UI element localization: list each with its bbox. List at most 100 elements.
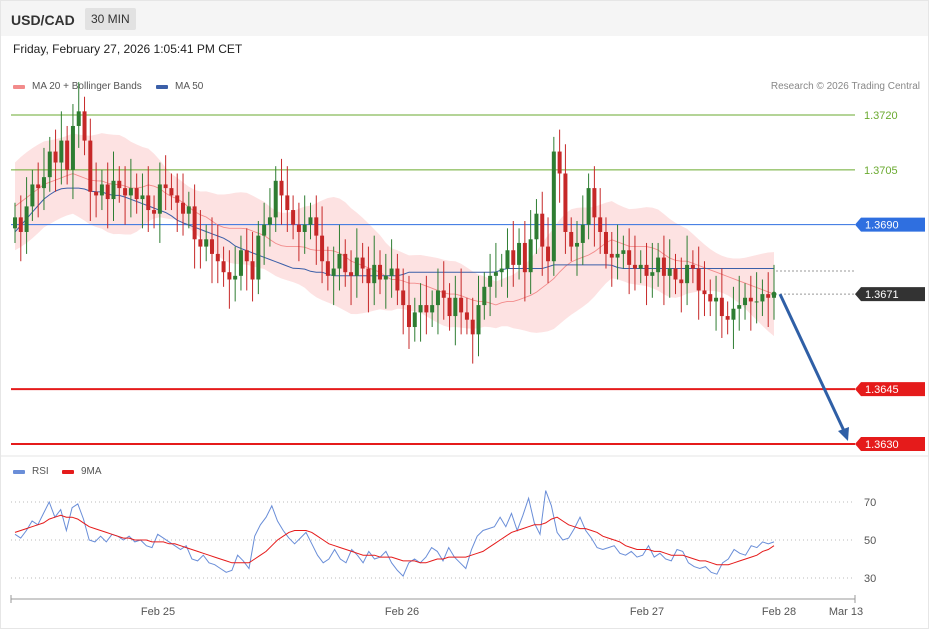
- candle-body: [337, 253, 342, 269]
- top-bar: USD/CAD 30 MIN: [1, 1, 928, 36]
- candle-body: [575, 242, 580, 247]
- candle-body: [395, 268, 400, 291]
- candle-body: [627, 250, 632, 265]
- candle-body: [447, 297, 452, 317]
- candle-body: [256, 235, 261, 280]
- candle-body: [714, 297, 719, 302]
- candle-body: [632, 264, 637, 269]
- candle-body: [18, 217, 23, 232]
- candle-body: [412, 312, 417, 328]
- legend-rsi-ma-label: 9MA: [81, 466, 102, 477]
- candle-body: [117, 180, 122, 189]
- candle-body: [291, 210, 296, 225]
- candle-body: [754, 301, 759, 303]
- candle-body: [482, 286, 487, 306]
- x-axis: Feb 25 Feb 26 Feb 27 Feb 28 Mar 13: [10, 595, 863, 618]
- legend-ma50: MA 50: [156, 81, 203, 92]
- candle-body: [517, 242, 522, 265]
- candle-body: [65, 140, 70, 170]
- bollinger-band: [15, 133, 774, 337]
- candle-body: [464, 312, 469, 320]
- candle-body: [743, 297, 748, 306]
- candle-body: [140, 195, 145, 200]
- candle-body: [128, 188, 133, 196]
- level-tag: [855, 217, 925, 232]
- level-label: 1.3645: [865, 384, 899, 396]
- chart-datetime: Friday, February 27, 2026 1:05:41 PM CET: [13, 42, 243, 56]
- candle-body: [24, 206, 29, 232]
- candle-body: [766, 294, 771, 298]
- candle-body: [424, 305, 429, 313]
- candle-body: [13, 217, 17, 229]
- candle-body: [94, 191, 99, 196]
- candle-body: [401, 290, 406, 306]
- candle-body: [453, 297, 458, 317]
- candle-body: [169, 188, 174, 196]
- candle-body: [470, 319, 475, 335]
- candle-body: [406, 305, 411, 328]
- candle-body: [215, 253, 220, 262]
- legend-rsi: RSI: [13, 466, 49, 477]
- candle-body: [279, 180, 284, 196]
- candle-body: [719, 297, 724, 317]
- candle-body: [459, 297, 464, 313]
- legend-rsi-label: RSI: [32, 466, 49, 477]
- legend-rsi-ma: 9MA: [62, 466, 102, 477]
- ma20-line: [14, 173, 775, 306]
- candle-body: [592, 188, 597, 218]
- legend-ma20: MA 20 + Bollinger Bands: [13, 81, 142, 92]
- candle-body: [331, 268, 336, 276]
- forecast-arrow-head: [838, 427, 849, 441]
- candle-body: [163, 184, 168, 189]
- candle-body: [308, 217, 313, 225]
- candle-body: [748, 297, 753, 302]
- candle-body: [325, 261, 330, 276]
- candle-body: [82, 111, 87, 141]
- candle-body: [209, 239, 214, 254]
- candle-body: [378, 264, 383, 280]
- rsi-pane: 70 50 30: [11, 490, 876, 585]
- candle-body: [418, 305, 423, 313]
- candle-body: [696, 268, 701, 291]
- candle-body: [731, 308, 736, 320]
- level-tag: [855, 382, 925, 397]
- level-tag: [855, 437, 925, 451]
- rsi-tick-label: 50: [864, 535, 876, 547]
- rsi-tick-label: 30: [864, 573, 876, 585]
- candle-body: [638, 264, 643, 269]
- candle-body: [296, 224, 301, 232]
- candle-body: [546, 246, 551, 262]
- timeframe-button[interactable]: 30 MIN: [85, 8, 136, 30]
- legend-ma50-label: MA 50: [175, 81, 204, 92]
- rsi-tick-label: 70: [864, 497, 876, 509]
- candle-body: [267, 217, 272, 225]
- candle-body: [760, 294, 765, 302]
- candle-body: [435, 290, 440, 306]
- candle-body: [540, 213, 545, 247]
- candle-body: [488, 275, 493, 287]
- candle-body: [238, 250, 243, 276]
- candle-body: [366, 268, 371, 284]
- x-tick-label: Feb 27: [630, 606, 664, 618]
- candle-body: [262, 224, 267, 236]
- candle-body: [656, 257, 661, 273]
- candle-body: [47, 151, 52, 178]
- candle-body: [621, 250, 626, 254]
- candle-body: [534, 213, 539, 240]
- candle-body: [88, 140, 93, 192]
- candle-body: [603, 231, 608, 254]
- candle-body: [551, 151, 556, 262]
- candle-body: [227, 272, 232, 280]
- candle-body: [343, 253, 348, 273]
- candle-body: [192, 206, 197, 240]
- candle-body: [441, 290, 446, 298]
- candle-body: [198, 239, 203, 247]
- candle-body: [250, 261, 255, 280]
- x-tick-label: Mar 13: [829, 606, 863, 618]
- candle-body: [41, 177, 46, 189]
- candle-body: [372, 264, 377, 284]
- candle-body: [36, 184, 41, 189]
- candle-body: [430, 305, 435, 313]
- candle-body: [586, 188, 591, 225]
- candle-body: [70, 125, 75, 170]
